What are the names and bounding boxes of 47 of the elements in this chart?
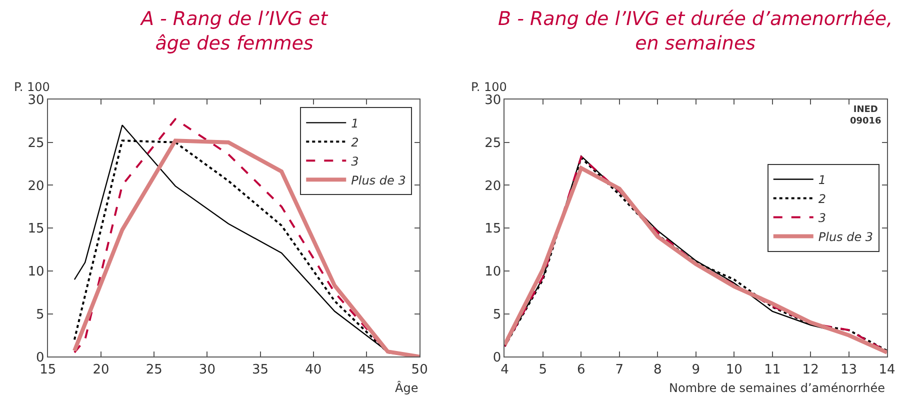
x-tick-label: 6 bbox=[577, 362, 586, 378]
x-tick-label: 35 bbox=[252, 362, 269, 378]
y-tick-label: 25 bbox=[28, 136, 44, 151]
y-tick-label: 5 bbox=[36, 307, 44, 322]
x-tick-label: 50 bbox=[411, 362, 428, 378]
x-tick-label: 14 bbox=[878, 362, 896, 378]
x-tick-label: 10 bbox=[726, 362, 742, 378]
y-tick-label: 10 bbox=[484, 264, 502, 280]
x-axis-title: Âge bbox=[395, 380, 418, 395]
y-tick-label: 30 bbox=[484, 93, 502, 108]
y-tick-label: 25 bbox=[484, 136, 502, 151]
y-tick-label: 0 bbox=[36, 350, 44, 366]
legend-label: 1 bbox=[351, 116, 359, 130]
y-axis-title: P. 100 bbox=[14, 80, 50, 94]
x-tick-label: 12 bbox=[802, 362, 819, 378]
y-tick-label: 15 bbox=[484, 222, 502, 237]
x-tick-label: 13 bbox=[840, 362, 858, 378]
legend-label: 3 bbox=[818, 210, 826, 225]
x-tick-label: 20 bbox=[92, 362, 110, 378]
y-axis-title: P. 100 bbox=[471, 80, 507, 94]
x-tick-label: 5 bbox=[538, 362, 548, 378]
legend-label: 1 bbox=[818, 172, 826, 187]
x-tick-label: 8 bbox=[654, 362, 662, 378]
chart-title: B - Rang de l’IVG et durée d’amenorrhée, en semaines bbox=[498, 8, 893, 55]
y-tick-label: 5 bbox=[492, 307, 502, 322]
annotation: INED 09016 bbox=[850, 105, 882, 127]
x-tick-label: 4 bbox=[500, 362, 509, 378]
x-tick-label: 11 bbox=[764, 362, 781, 378]
legend-label: 2 bbox=[351, 135, 359, 150]
x-tick-label: 30 bbox=[198, 362, 216, 378]
x-tick-label: 40 bbox=[305, 362, 322, 378]
y-tick-label: 0 bbox=[492, 350, 502, 366]
y-tick-label: 15 bbox=[28, 222, 44, 237]
legend-label: 3 bbox=[351, 154, 359, 168]
legend-label: 2 bbox=[818, 192, 826, 206]
x-tick-label: 9 bbox=[692, 362, 700, 378]
y-tick-label: 20 bbox=[28, 178, 44, 194]
legend-label: Plus de 3 bbox=[351, 173, 406, 188]
y-tick-label: 30 bbox=[28, 93, 44, 108]
x-tick-label: 7 bbox=[615, 362, 624, 378]
x-tick-label: 45 bbox=[358, 362, 375, 378]
y-tick-label: 10 bbox=[28, 264, 44, 280]
x-tick-label: 25 bbox=[146, 362, 162, 378]
y-tick-label: 20 bbox=[484, 178, 502, 194]
legend-label: Plus de 3 bbox=[818, 230, 874, 244]
x-axis-title: Nombre de semaines d’aménorrhée bbox=[669, 381, 885, 395]
chart-title: A - Rang de l’IVG et âge des femmes bbox=[139, 8, 330, 55]
